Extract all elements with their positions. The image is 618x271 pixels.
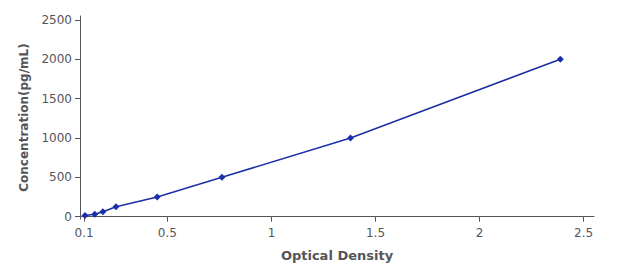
svg-text:2000: 2000: [41, 52, 72, 66]
svg-text:0: 0: [64, 210, 72, 224]
svg-text:1.5: 1.5: [366, 226, 385, 240]
svg-text:0.5: 0.5: [158, 226, 177, 240]
svg-text:1500: 1500: [41, 92, 72, 106]
svg-text:1: 1: [268, 226, 276, 240]
svg-text:Optical Density: Optical Density: [281, 248, 394, 263]
svg-text:0.1: 0.1: [75, 226, 94, 240]
svg-text:2: 2: [476, 226, 484, 240]
svg-text:2.5: 2.5: [574, 226, 593, 240]
svg-text:500: 500: [49, 170, 72, 184]
svg-text:1000: 1000: [41, 131, 72, 145]
svg-text:2500: 2500: [41, 13, 72, 27]
svg-text:Concentration(pg/mL): Concentration(pg/mL): [17, 43, 31, 191]
